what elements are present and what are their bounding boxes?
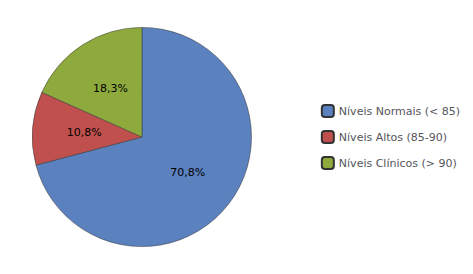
svg-text:Níveis Clínicos (> 90): Níveis Clínicos (> 90) (339, 157, 457, 170)
svg-text:18,3%: 18,3% (93, 82, 128, 95)
svg-text:Níveis Altos (85-90): Níveis Altos (85-90) (339, 131, 447, 144)
svg-text:10,8%: 10,8% (67, 126, 102, 139)
svg-text:70,8%: 70,8% (170, 166, 205, 179)
svg-text:Níveis Normais (< 85): Níveis Normais (< 85) (339, 105, 460, 118)
